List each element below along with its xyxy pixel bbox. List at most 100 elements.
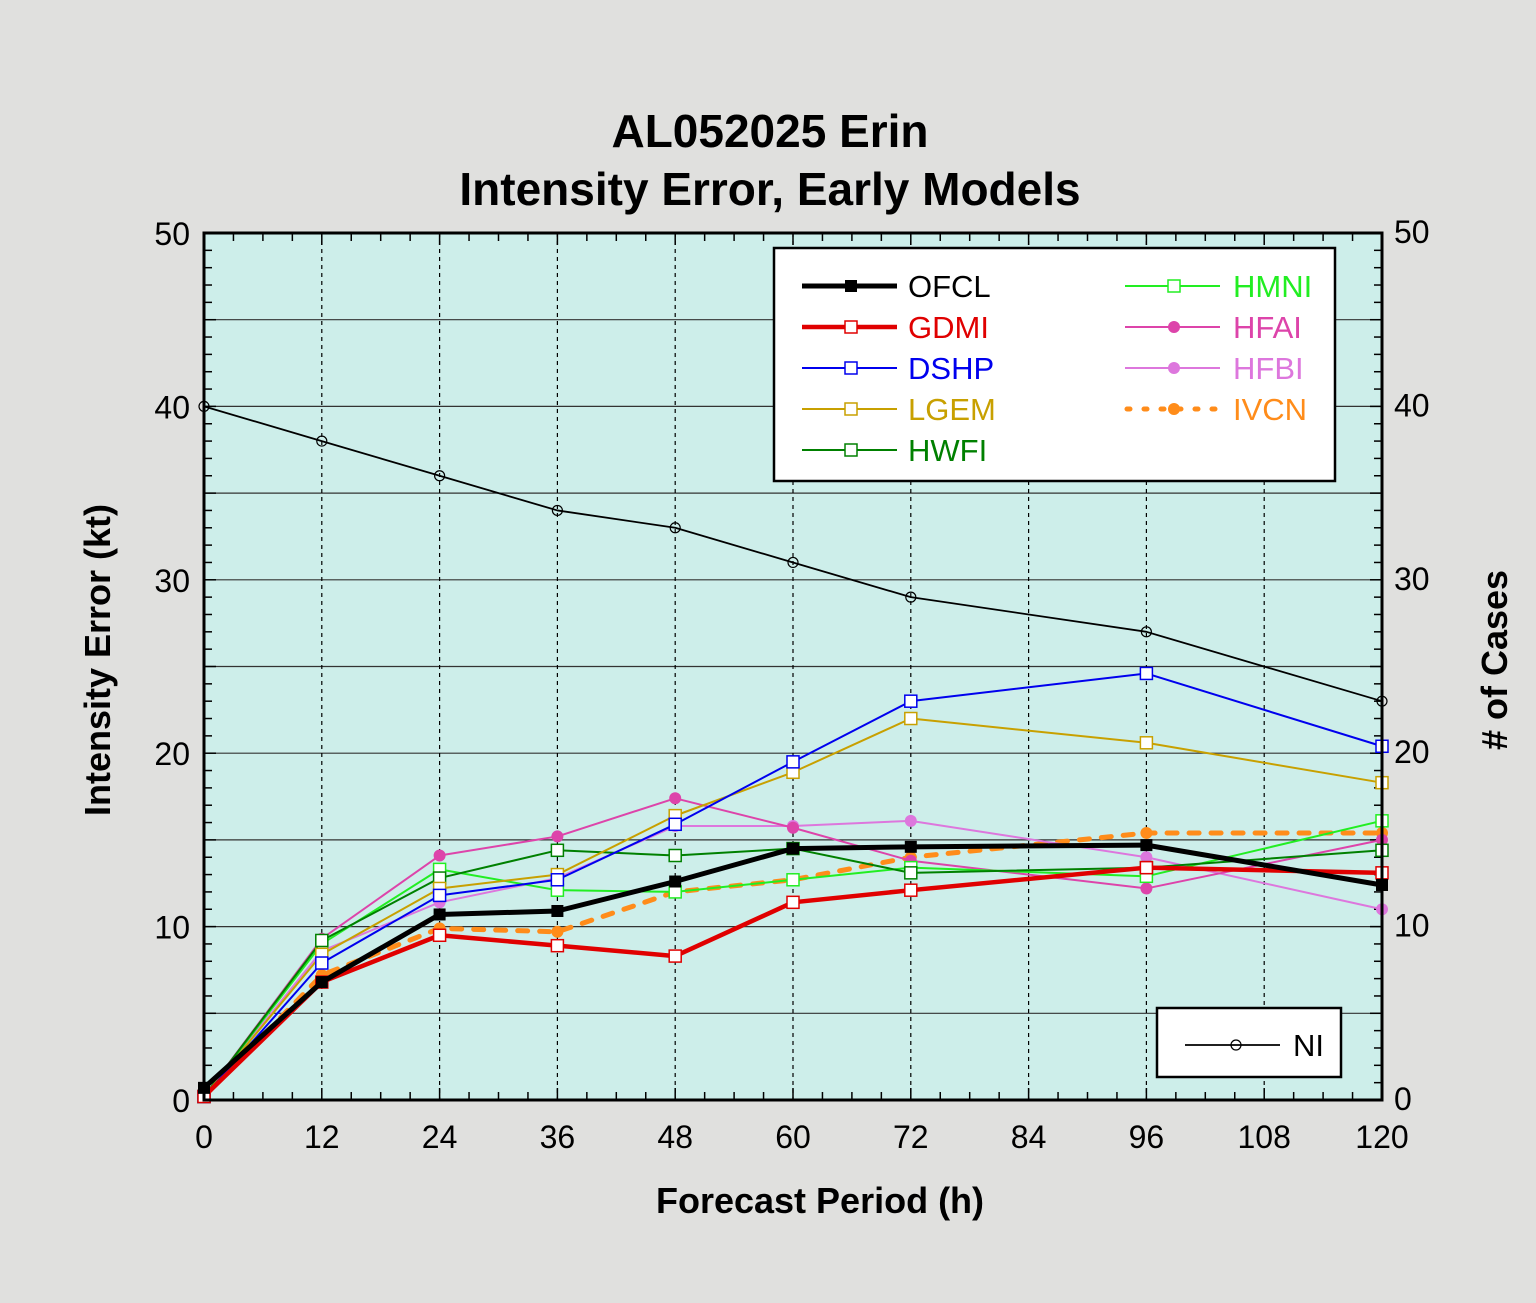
plot-frame xyxy=(202,231,1384,1102)
x-tick-label: 12 xyxy=(304,1119,340,1155)
x-tick-label: 60 xyxy=(775,1119,811,1155)
x-tick-label: 96 xyxy=(1129,1119,1165,1155)
data-point-ni xyxy=(551,504,564,517)
data-point-dshp xyxy=(1139,666,1154,681)
data-point-hmni xyxy=(786,873,800,887)
data-point-ni xyxy=(905,591,917,603)
data-point-hfai xyxy=(1140,882,1153,895)
legend-marker xyxy=(844,361,858,375)
y-axis-label: Intensity Error (kt) xyxy=(77,504,118,816)
data-point-gdmi xyxy=(1139,860,1154,875)
x-axis-label: Forecast Period (h) xyxy=(656,1180,984,1221)
series-ni xyxy=(198,400,1388,707)
legend-item-hwfi: HWFI xyxy=(802,433,987,468)
legend-item-lgem: LGEM xyxy=(802,392,996,427)
legend-label: OFCL xyxy=(908,269,991,304)
y2-tick-label: 50 xyxy=(1394,214,1430,250)
y2-axis-label: # of Cases xyxy=(1474,570,1515,750)
y2-tick-label: 10 xyxy=(1394,908,1430,944)
legend-label: LGEM xyxy=(908,392,996,427)
legend-item-hfbi: HFBI xyxy=(1125,351,1304,386)
legend-marker xyxy=(844,320,858,334)
data-point-lgem xyxy=(1139,736,1154,750)
data-point-ni xyxy=(434,470,446,482)
x-tick-label: 108 xyxy=(1238,1119,1291,1155)
data-point-ivcn xyxy=(1140,826,1153,839)
data-point-hfbi xyxy=(1140,851,1153,864)
legend-label: HMNI xyxy=(1233,269,1312,304)
x-tick-label: 36 xyxy=(540,1119,576,1155)
legend-label: IVCN xyxy=(1233,392,1307,427)
data-point-hfai xyxy=(669,792,682,805)
data-point-ofcl xyxy=(551,904,564,917)
data-point-dshp xyxy=(904,694,918,708)
x-tick-label: 120 xyxy=(1355,1119,1408,1155)
legend-marker xyxy=(844,402,858,416)
data-point-hfbi xyxy=(904,814,917,827)
data-point-ni xyxy=(787,556,799,569)
data-point-hfai xyxy=(433,849,446,862)
data-point-ofcl xyxy=(669,875,682,888)
legend-label: DSHP xyxy=(908,351,994,386)
cases-legend-box xyxy=(1155,1006,1343,1079)
data-point-dshp xyxy=(550,873,565,887)
data-point-dshp xyxy=(786,755,800,769)
data-point-ni xyxy=(1140,626,1153,638)
data-point-ofcl xyxy=(315,976,328,989)
data-point-hwfi xyxy=(904,866,918,880)
data-point-ni xyxy=(669,522,681,534)
x-tick-label: 72 xyxy=(893,1119,929,1155)
data-point-hwfi xyxy=(668,848,682,863)
data-point-hmni xyxy=(668,885,682,899)
data-point-gdmi xyxy=(550,938,565,953)
data-point-ivcn xyxy=(551,925,564,938)
legend-marker xyxy=(844,443,858,457)
legend-marker xyxy=(1168,362,1180,374)
y-tick-label: 40 xyxy=(154,389,190,425)
data-point-ofcl xyxy=(1140,839,1153,852)
y2-tick-label: 30 xyxy=(1394,561,1430,597)
data-point-hwfi xyxy=(315,933,329,948)
legend: OFCL GDMI DSHP LGEM HWFI HMNI HFAI HFBI IVCN xyxy=(772,246,1337,483)
data-point-hwfi xyxy=(550,843,565,858)
data-point-ofcl xyxy=(433,908,446,921)
data-point-gdmi xyxy=(432,928,447,943)
data-point-gdmi xyxy=(904,883,918,897)
y2-tick-label: 20 xyxy=(1394,734,1430,770)
x-tick-label: 24 xyxy=(422,1119,458,1155)
y2-tick-label: 40 xyxy=(1394,387,1430,423)
data-point-lgem xyxy=(904,711,918,726)
legend-item-dshp: DSHP xyxy=(802,351,994,386)
x-tick-label: 84 xyxy=(1011,1119,1047,1155)
legend-marker xyxy=(845,280,857,292)
data-point-gdmi xyxy=(786,895,800,910)
y-tick-label: 50 xyxy=(154,216,190,252)
data-point-ni xyxy=(316,435,328,447)
data-point-dshp xyxy=(432,888,447,903)
data-point-ofcl xyxy=(904,840,917,853)
legend-label: HFBI xyxy=(1233,351,1304,386)
data-point-ofcl xyxy=(787,842,799,855)
chart-subtitle: Intensity Error, Early Models xyxy=(459,163,1080,215)
legend-marker xyxy=(1167,279,1181,293)
legend-marker xyxy=(1168,403,1180,415)
x-tick-label: 0 xyxy=(195,1119,213,1155)
legend-marker xyxy=(1168,321,1180,333)
data-point-gdmi xyxy=(668,949,682,963)
y-tick-label: 0 xyxy=(172,1083,190,1119)
legend-item-ofcl: OFCL xyxy=(802,269,991,304)
y-tick-label: 20 xyxy=(154,736,190,772)
chart-title: AL052025 Erin xyxy=(611,105,928,157)
legend-item-hmni: HMNI xyxy=(1125,269,1312,304)
x-tick-label: 48 xyxy=(657,1119,693,1155)
cases-legend: NI xyxy=(1155,1006,1343,1079)
legend-marker xyxy=(1230,1039,1242,1051)
data-point-hfai xyxy=(551,830,564,843)
y2-tick-label: 0 xyxy=(1394,1081,1412,1117)
series-line-ni xyxy=(203,405,1383,703)
legend-label: HFAI xyxy=(1233,310,1302,345)
legend-label: GDMI xyxy=(908,310,989,345)
y-tick-label: 10 xyxy=(154,910,190,946)
data-point-hfai xyxy=(787,821,799,834)
